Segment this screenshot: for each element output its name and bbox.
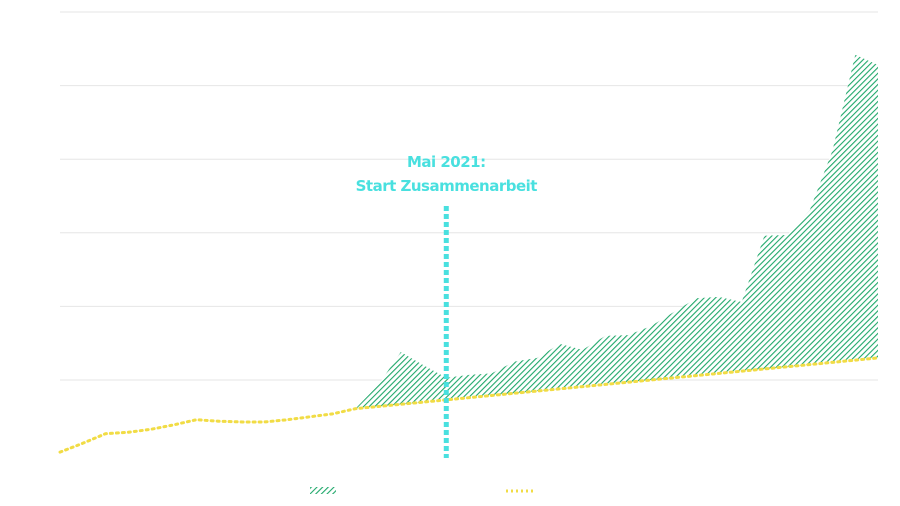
grid [60,11,878,381]
area [355,54,878,409]
line [58,356,880,454]
annotation-text: Mai 2021: [407,153,486,171]
annotation: Mai 2021: Start Zusammenarbeit [356,153,538,458]
legend-swatch-area [310,487,336,494]
annotation-text: Start Zusammenarbeit [356,177,538,195]
marks [58,54,880,454]
legend [310,487,534,494]
